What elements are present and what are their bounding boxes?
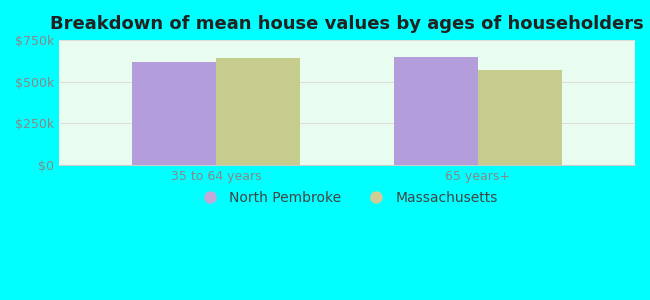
Legend: North Pembroke, Massachusetts: North Pembroke, Massachusetts [190, 185, 504, 210]
Title: Breakdown of mean house values by ages of householders: Breakdown of mean house values by ages o… [50, 15, 644, 33]
Bar [394, 57, 478, 165]
Bar [133, 62, 216, 165]
Bar [478, 70, 562, 165]
Bar [216, 58, 300, 165]
